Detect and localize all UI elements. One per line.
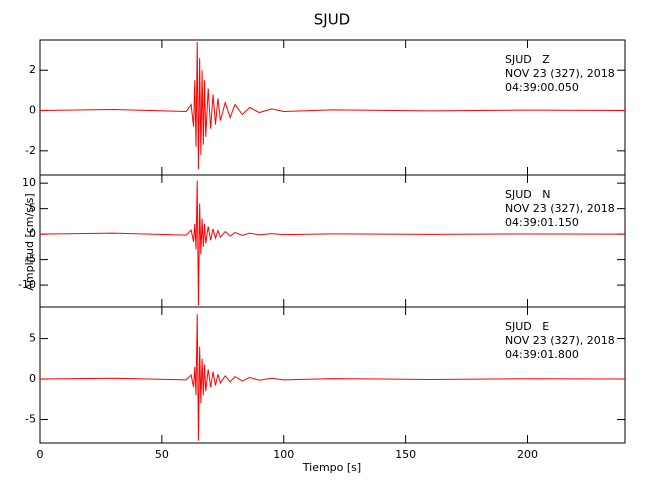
waveform <box>39 42 626 169</box>
x-tick-label: 50 <box>155 448 169 461</box>
x-axis-label: Tiempo [s] <box>302 461 361 474</box>
annotation: NOV 23 (327), 2018 <box>505 334 615 347</box>
y-tick-label: 0 <box>29 104 36 117</box>
annotation: 04:39:00.050 <box>505 81 579 94</box>
y-tick-label: 0 <box>29 372 36 385</box>
chart-title: SJUD <box>314 11 350 29</box>
annotation: NOV 23 (327), 2018 <box>505 67 615 80</box>
waveform <box>39 180 626 306</box>
x-tick-label: 150 <box>395 448 416 461</box>
y-tick-label: -5 <box>25 413 36 426</box>
annotation: SJUD E <box>505 320 549 333</box>
y-tick-label: -5 <box>25 253 36 266</box>
annotation: 04:39:01.800 <box>505 348 579 361</box>
y-tick-label: -10 <box>18 278 36 291</box>
y-axis-label: Amplitud [cm/s/s] <box>23 193 36 290</box>
annotation: NOV 23 (327), 2018 <box>505 202 615 215</box>
panel-frame <box>39 306 626 444</box>
x-tick-label: 0 <box>37 448 44 461</box>
x-tick-label: 100 <box>273 448 294 461</box>
y-tick-label: -2 <box>25 144 36 157</box>
annotation: SJUD N <box>505 188 550 201</box>
y-tick-label: 5 <box>29 202 36 215</box>
annotation: 04:39:01.150 <box>505 216 579 229</box>
y-tick-label: 2 <box>29 63 36 76</box>
y-tick-label: 0 <box>29 227 36 240</box>
y-tick-label: 10 <box>22 176 36 189</box>
x-tick-label: 200 <box>517 448 538 461</box>
waveform <box>39 314 626 441</box>
y-tick-label: 5 <box>29 332 36 345</box>
annotation: SJUD Z <box>505 53 550 66</box>
